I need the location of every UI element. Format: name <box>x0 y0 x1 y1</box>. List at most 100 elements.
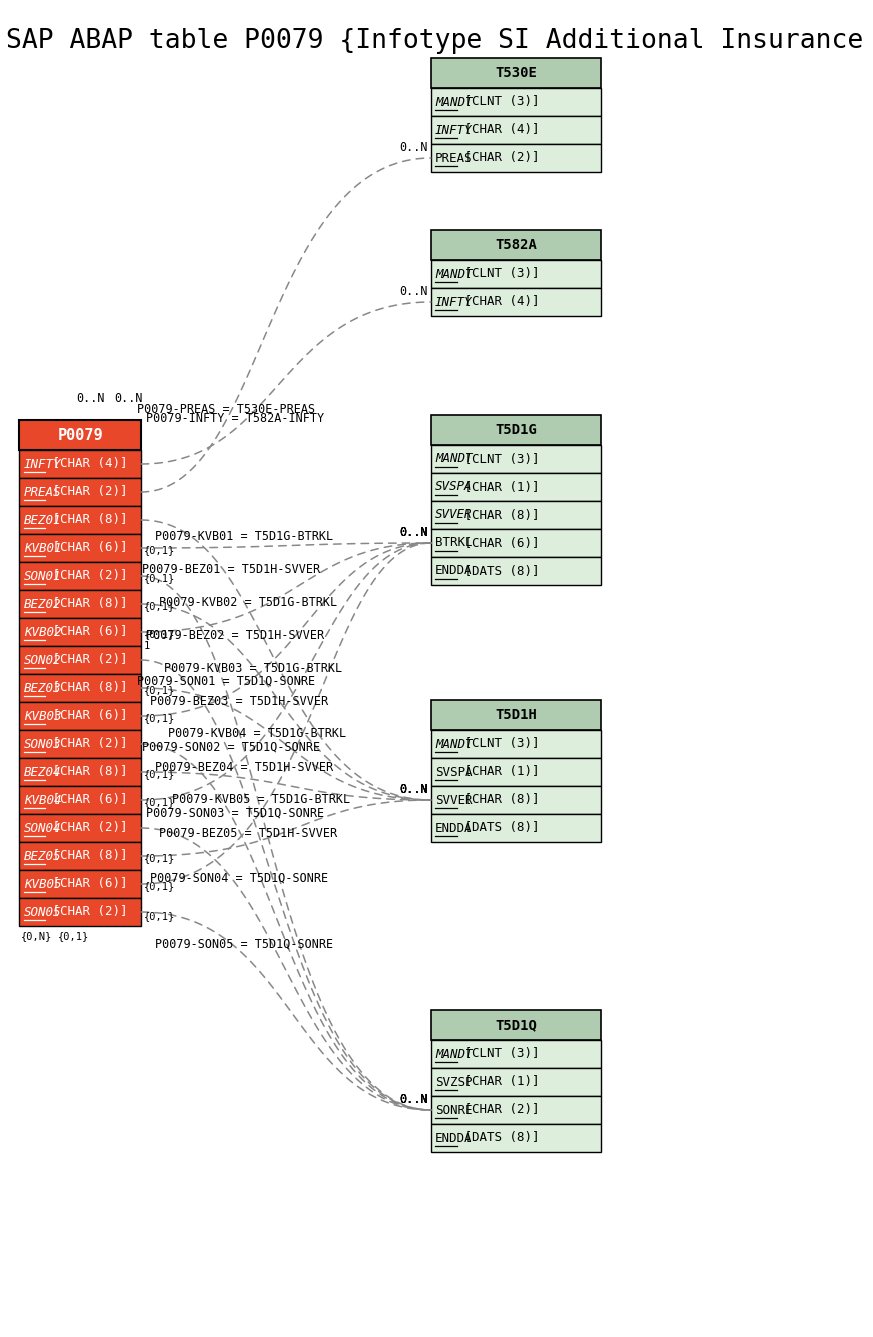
Text: [CHAR (8)]: [CHAR (8)] <box>457 508 540 521</box>
Text: SAP ABAP table P0079 {Infotype SI Additional Insurance - D}: SAP ABAP table P0079 {Infotype SI Additi… <box>5 28 873 53</box>
Text: [DATS (8)]: [DATS (8)] <box>457 564 540 578</box>
Text: [CHAR (6)]: [CHAR (6)] <box>45 541 127 555</box>
Text: KVB03: KVB03 <box>24 710 61 722</box>
Text: {0,1}: {0,1} <box>144 574 175 583</box>
Text: {0,1}: {0,1} <box>144 881 175 890</box>
Text: ENDDA: ENDDA <box>435 821 472 834</box>
Text: BTRKL: BTRKL <box>435 536 472 550</box>
Bar <box>431 1124 601 1152</box>
Text: SON04: SON04 <box>24 821 61 834</box>
Text: [CHAR (6)]: [CHAR (6)] <box>457 536 540 550</box>
Text: [CHAR (8)]: [CHAR (8)] <box>45 766 127 778</box>
Bar <box>19 674 141 702</box>
Text: 0..N: 0..N <box>114 392 143 405</box>
Bar <box>19 451 141 479</box>
Text: {0,1}: {0,1} <box>144 628 175 639</box>
Text: PREAS: PREAS <box>435 151 472 164</box>
Text: [CHAR (6)]: [CHAR (6)] <box>45 626 127 639</box>
Bar <box>431 445 601 473</box>
Text: [CLNT (3)]: [CLNT (3)] <box>457 95 540 108</box>
Text: {0,1}: {0,1} <box>144 769 175 779</box>
Text: BEZ04: BEZ04 <box>24 766 61 778</box>
Text: MANDT: MANDT <box>435 738 472 750</box>
Text: KVB01: KVB01 <box>24 541 61 555</box>
Text: SVSPA: SVSPA <box>435 766 472 778</box>
Text: T5D1Q: T5D1Q <box>495 1017 537 1032</box>
Text: P0079-BEZ04 = T5D1H-SVVER: P0079-BEZ04 = T5D1H-SVVER <box>155 761 333 774</box>
Text: BEZ01: BEZ01 <box>24 513 61 527</box>
Bar <box>19 786 141 814</box>
Text: [CHAR (1)]: [CHAR (1)] <box>457 766 540 778</box>
Text: [CHAR (4)]: [CHAR (4)] <box>457 295 540 309</box>
Text: [CLNT (3)]: [CLNT (3)] <box>457 267 540 281</box>
Text: [CHAR (8)]: [CHAR (8)] <box>45 682 127 694</box>
Bar <box>431 1040 601 1068</box>
Text: SONRE: SONRE <box>435 1103 472 1116</box>
Bar <box>431 558 601 586</box>
Text: BEZ05: BEZ05 <box>24 849 61 862</box>
Text: [CHAR (8)]: [CHAR (8)] <box>45 513 127 527</box>
Bar <box>19 420 141 451</box>
Text: BEZ02: BEZ02 <box>24 598 61 611</box>
Bar <box>19 562 141 590</box>
Bar <box>431 88 601 116</box>
Text: KVB04: KVB04 <box>24 793 61 806</box>
Text: P0079-SON05 = T5D1Q-SONRE: P0079-SON05 = T5D1Q-SONRE <box>155 937 333 951</box>
Bar <box>431 501 601 529</box>
Text: [CLNT (3)]: [CLNT (3)] <box>457 1047 540 1060</box>
Bar <box>431 1068 601 1096</box>
Bar <box>431 57 601 88</box>
Text: [CHAR (4)]: [CHAR (4)] <box>457 123 540 136</box>
Bar <box>19 590 141 618</box>
Text: 0..N: 0..N <box>399 783 428 796</box>
Text: SON01: SON01 <box>24 570 61 583</box>
Text: {0,1}: {0,1} <box>144 853 175 862</box>
Text: 0..N: 0..N <box>399 525 428 539</box>
Text: [CHAR (8)]: [CHAR (8)] <box>45 849 127 862</box>
Bar <box>19 533 141 562</box>
Text: P0079-BEZ02 = T5D1H-SVVER: P0079-BEZ02 = T5D1H-SVVER <box>146 630 324 642</box>
Bar <box>19 479 141 505</box>
Text: PREAS: PREAS <box>24 485 61 499</box>
Text: 0..N: 0..N <box>399 525 428 539</box>
Text: [CHAR (2)]: [CHAR (2)] <box>45 738 127 750</box>
Text: [CHAR (2)]: [CHAR (2)] <box>45 905 127 919</box>
Text: [CHAR (2)]: [CHAR (2)] <box>457 1103 540 1116</box>
Text: {0,1}: {0,1} <box>144 797 175 808</box>
Text: [CHAR (2)]: [CHAR (2)] <box>457 151 540 164</box>
Text: P0079-BEZ01 = T5D1H-SVVER: P0079-BEZ01 = T5D1H-SVVER <box>141 563 320 576</box>
Text: [CHAR (4)]: [CHAR (4)] <box>45 457 127 471</box>
Text: {0,1}: {0,1} <box>144 602 175 611</box>
Text: [CHAR (6)]: [CHAR (6)] <box>45 710 127 722</box>
Text: [CHAR (6)]: [CHAR (6)] <box>45 793 127 806</box>
Text: [CHAR (2)]: [CHAR (2)] <box>45 485 127 499</box>
Text: [CHAR (2)]: [CHAR (2)] <box>45 570 127 583</box>
Text: [CHAR (6)]: [CHAR (6)] <box>45 877 127 890</box>
Bar <box>19 646 141 674</box>
Text: P0079-SON04 = T5D1Q-SONRE: P0079-SON04 = T5D1Q-SONRE <box>150 872 328 885</box>
Text: 0..N: 0..N <box>399 525 428 539</box>
Text: [DATS (8)]: [DATS (8)] <box>457 1131 540 1144</box>
Text: 0..N: 0..N <box>399 525 428 539</box>
Bar <box>431 144 601 172</box>
Text: KVB05: KVB05 <box>24 877 61 890</box>
Text: T5D1G: T5D1G <box>495 422 537 437</box>
Text: [CLNT (3)]: [CLNT (3)] <box>457 452 540 465</box>
Bar <box>19 618 141 646</box>
Text: 0..N: 0..N <box>399 1094 428 1106</box>
Text: SVSPA: SVSPA <box>435 480 472 493</box>
Text: [CHAR (2)]: [CHAR (2)] <box>45 654 127 667</box>
Text: [CHAR (2)]: [CHAR (2)] <box>45 821 127 834</box>
Bar <box>431 1009 601 1040</box>
Text: SON05: SON05 <box>24 905 61 919</box>
Text: INFTY: INFTY <box>435 123 472 136</box>
Bar <box>19 505 141 533</box>
Bar <box>19 870 141 898</box>
Bar <box>431 116 601 144</box>
Text: SVVER: SVVER <box>435 793 472 806</box>
Text: P0079-KVB01 = T5D1G-BTRKL: P0079-KVB01 = T5D1G-BTRKL <box>155 529 333 543</box>
Text: ENDDA: ENDDA <box>435 1131 472 1144</box>
Text: 0..N: 0..N <box>399 783 428 796</box>
Text: [CHAR (1)]: [CHAR (1)] <box>457 480 540 493</box>
Bar <box>19 898 141 927</box>
